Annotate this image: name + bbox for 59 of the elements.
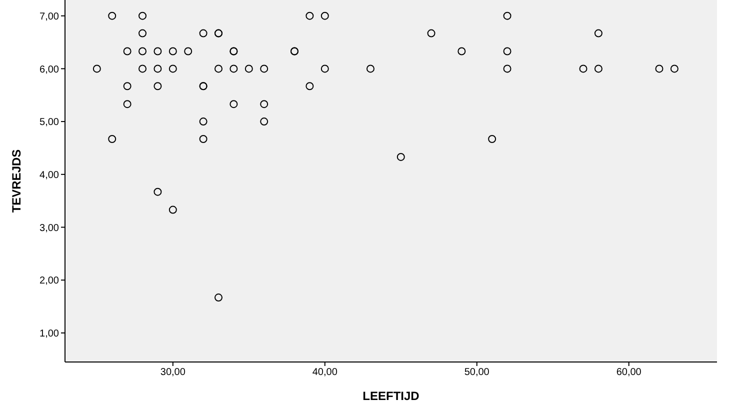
point: [244, 64, 253, 73]
point: [92, 64, 101, 73]
point: [154, 82, 162, 90]
point: [199, 134, 208, 143]
point: [306, 12, 314, 20]
point: [138, 47, 147, 56]
point: [655, 64, 664, 73]
x-tick-label: 60,00: [616, 367, 642, 378]
point: [199, 118, 208, 126]
y-tick-label: 7,00: [40, 11, 60, 22]
point: [154, 188, 162, 196]
point: [488, 134, 496, 143]
point: [503, 47, 512, 56]
y-tick-label: 2,00: [40, 276, 60, 287]
point: [214, 294, 222, 302]
point: [458, 47, 466, 56]
point: [123, 47, 132, 56]
y-tick-label: 3,00: [40, 222, 60, 234]
point: [230, 64, 238, 73]
point: [366, 64, 374, 73]
point: [260, 118, 268, 126]
point: [138, 12, 147, 20]
point: [594, 64, 602, 73]
point: [260, 100, 268, 108]
y-axis-title: TEVREJDS: [9, 149, 24, 213]
point: [168, 64, 177, 73]
point: [199, 29, 208, 38]
point: [138, 64, 147, 73]
point: [396, 152, 405, 161]
point: [138, 29, 147, 38]
point: [306, 82, 314, 90]
x-tick-label: 40,00: [312, 367, 338, 378]
point: [320, 64, 329, 73]
y-tick-label: 6,00: [40, 64, 60, 76]
point: [594, 29, 602, 38]
point: [123, 100, 132, 108]
point: [154, 64, 162, 73]
point: [123, 82, 132, 90]
point: [184, 47, 192, 56]
y-tick-label: 1,00: [40, 328, 60, 340]
point: [670, 64, 678, 73]
x-tick-label: 30,00: [160, 367, 186, 378]
point: [503, 64, 512, 73]
point: [214, 64, 222, 73]
point: [154, 47, 162, 56]
x-axis-title: LEEFTIJD: [362, 389, 420, 403]
point: [168, 206, 177, 214]
point: [168, 47, 177, 56]
y-tick-label: 4,00: [40, 170, 60, 181]
point: [108, 12, 116, 20]
point: [320, 12, 329, 20]
point: [579, 64, 588, 73]
point: [230, 100, 238, 108]
y-tick-label: 5,00: [40, 117, 60, 128]
point: [108, 134, 116, 143]
point: [260, 64, 268, 73]
point: [427, 29, 436, 38]
point: [503, 12, 512, 20]
x-tick-label: 50,00: [464, 367, 490, 378]
